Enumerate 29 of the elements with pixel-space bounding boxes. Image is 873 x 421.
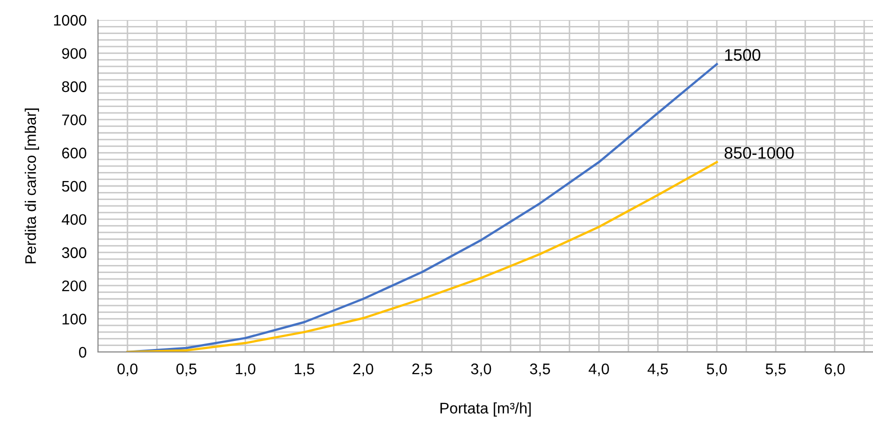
y-tick-label: 900 bbox=[62, 48, 86, 59]
x-axis-title: Portata [m³/h] bbox=[440, 402, 531, 417]
series-label: 850-1000 bbox=[724, 147, 794, 159]
y-tick-label: 1000 bbox=[54, 14, 86, 26]
y-tick-label: 300 bbox=[62, 247, 86, 258]
x-tick-label: 5,0 bbox=[706, 364, 727, 376]
y-tick-label: 600 bbox=[62, 148, 86, 158]
x-tick-label: 0,5 bbox=[176, 364, 196, 376]
y-tick-label: 800 bbox=[62, 81, 86, 92]
y-tick-label: 0 bbox=[78, 346, 86, 358]
y-axis-title: Perdita di carico [mbar] bbox=[24, 108, 40, 264]
line-series bbox=[126, 160, 718, 352]
y-tick-label: 700 bbox=[62, 114, 86, 126]
x-tick-label: 4,0 bbox=[588, 364, 609, 376]
x-tick-label: 3,5 bbox=[530, 364, 550, 376]
x-tick-label: 6,0 bbox=[824, 364, 845, 376]
x-tick-label: 4,5 bbox=[648, 364, 668, 376]
y-tick-label: 500 bbox=[62, 180, 86, 192]
x-tick-label: 5,5 bbox=[766, 364, 786, 376]
series-label: 1500 bbox=[725, 49, 760, 61]
x-tick-label: 1,0 bbox=[236, 364, 256, 376]
x-tick-label: 2,0 bbox=[353, 364, 374, 376]
y-tick-label: 200 bbox=[62, 280, 86, 292]
x-tick-label: 2,5 bbox=[412, 364, 432, 376]
x-tick-label: 0,0 bbox=[117, 364, 138, 376]
y-tick-label: 400 bbox=[62, 214, 86, 225]
y-tick-label: 100 bbox=[62, 314, 86, 324]
x-tick-label: 1,5 bbox=[294, 364, 314, 376]
x-tick-label: 3,0 bbox=[471, 364, 492, 376]
